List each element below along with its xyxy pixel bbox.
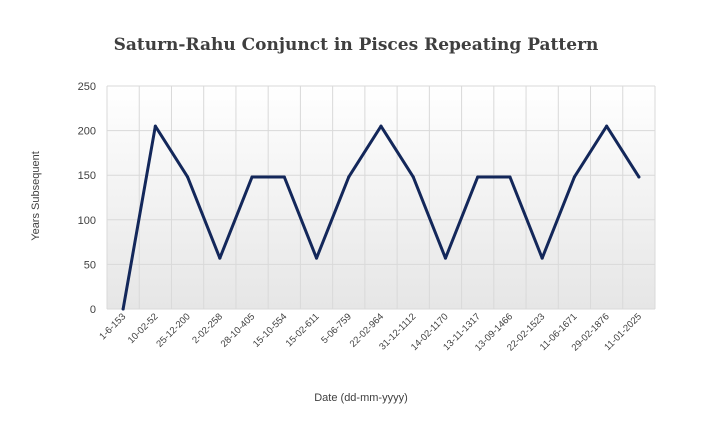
y-axis-label: Years Subsequent	[30, 151, 42, 241]
data-point	[347, 175, 351, 179]
y-tick-label: 0	[90, 304, 96, 316]
data-point	[186, 175, 190, 179]
data-point	[282, 175, 286, 179]
data-point	[121, 307, 125, 311]
data-point	[637, 175, 641, 179]
y-tick-label: 150	[78, 170, 96, 182]
y-tick-label: 250	[78, 81, 96, 93]
x-tick-label: 28-10-405	[219, 311, 257, 349]
data-point	[218, 256, 222, 260]
x-axis-ticks: 1-6-15310-02-5225-12-2002-02-25828-10-40…	[97, 311, 644, 353]
y-tick-label: 100	[78, 215, 96, 227]
series-layer	[121, 124, 641, 311]
x-tick-label: 15-10-554	[251, 311, 289, 349]
plot-area	[107, 86, 655, 309]
grid-lines	[106, 85, 656, 310]
x-tick-label: 25-12-200	[154, 311, 192, 349]
x-tick-label: 15-02-611	[284, 311, 322, 349]
data-point	[508, 175, 512, 179]
data-point	[476, 175, 480, 179]
data-point	[605, 124, 609, 128]
data-point	[411, 175, 415, 179]
x-tick-label: 1-6-153	[97, 311, 128, 342]
data-point	[153, 124, 157, 128]
y-tick-label: 50	[84, 259, 96, 271]
data-point	[540, 256, 544, 260]
data-point	[443, 256, 447, 260]
data-point	[379, 124, 383, 128]
data-point	[572, 175, 576, 179]
y-axis-ticks: 0 50 100 150 200 250	[78, 81, 96, 316]
y-tick-label: 200	[78, 126, 96, 138]
x-axis-label: Date (dd-mm-yyyy)	[314, 392, 408, 404]
data-point	[315, 256, 319, 260]
data-point	[250, 175, 254, 179]
chart-title: Saturn-Rahu Conjunct in Pisces Repeating…	[114, 35, 599, 55]
